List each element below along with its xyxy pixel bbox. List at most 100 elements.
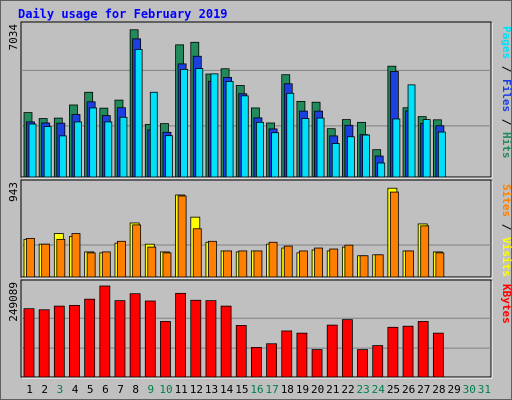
bar-kbytes-day-24 [372, 345, 384, 378]
day-label-24: 24 [372, 383, 386, 396]
bar-pages-day-9 [149, 91, 158, 178]
day-label-15: 15 [235, 383, 248, 396]
bar-kbytes-day-17 [266, 343, 277, 378]
bar-sites-day-25 [389, 191, 399, 278]
day-label-29: 29 [447, 383, 460, 396]
day-label-28: 28 [432, 383, 445, 396]
bar-kbytes-day-11 [175, 292, 187, 378]
bar-pages-day-11 [180, 68, 189, 178]
bar-kbytes-day-18 [281, 330, 293, 378]
bar-pages-day-20 [316, 117, 325, 178]
bar-pages-day-28 [437, 131, 446, 178]
day-label-30: 30 [463, 383, 476, 396]
bar-sites-day-27 [420, 225, 430, 278]
bar-sites-day-9 [147, 246, 157, 278]
bar-pages-day-15 [240, 95, 249, 178]
day-label-4: 4 [72, 383, 79, 396]
bar-sites-day-24 [374, 254, 384, 278]
bar-pages-day-13 [210, 73, 219, 178]
bar-sites-day-13 [208, 240, 217, 278]
bar-kbytes-day-26 [402, 325, 414, 378]
bar-kbytes-day-28 [432, 332, 444, 378]
day-label-16: 16 [250, 383, 263, 396]
day-label-31: 31 [478, 383, 491, 396]
legend-entry-2-2: Visits [500, 237, 512, 277]
legend-entry-1-2: Files [500, 79, 512, 112]
bar-sites-day-28 [435, 252, 445, 278]
bar-sites-day-19 [299, 250, 308, 278]
bar-sites-day-12 [192, 228, 202, 278]
bar-sites-day-16 [253, 250, 263, 278]
legend-entry-2-1: / [500, 217, 512, 237]
bar-kbytes-day-8 [129, 293, 141, 378]
bar-sites-day-10 [162, 252, 172, 278]
bar-kbytes-day-27 [417, 321, 429, 378]
bar-kbytes-day-9 [144, 300, 156, 378]
bar-pages-day-16 [256, 121, 264, 178]
day-label-6: 6 [102, 383, 109, 396]
bar-kbytes-day-16 [251, 347, 262, 378]
day-label-12: 12 [190, 383, 203, 396]
panel-1-legend: Pages / Files / Hits [500, 26, 512, 159]
day-label-5: 5 [87, 383, 94, 396]
bar-kbytes-day-7 [114, 300, 126, 378]
bar-kbytes-day-23 [357, 349, 368, 378]
chart-title: Daily usage for February 2019 [18, 7, 228, 21]
bar-sites-day-23 [359, 255, 369, 278]
bar-kbytes-day-14 [220, 305, 232, 378]
day-label-17: 17 [266, 383, 279, 396]
bar-sites-day-26 [405, 250, 414, 278]
bar-kbytes-day-13 [205, 300, 217, 378]
day-label-19: 19 [296, 383, 309, 396]
day-label-13: 13 [205, 383, 218, 396]
bar-pages-day-22 [346, 136, 355, 178]
legend-entry-2-0: Sites [500, 184, 512, 217]
day-label-11: 11 [175, 383, 188, 396]
bar-pages-day-10 [165, 135, 173, 178]
day-label-22: 22 [341, 383, 354, 396]
day-label-14: 14 [220, 383, 234, 396]
legend-entry-1-3: / [500, 112, 512, 132]
bar-pages-day-3 [58, 135, 67, 178]
day-label-3: 3 [57, 383, 64, 396]
bar-sites-day-21 [329, 248, 339, 278]
day-label-8: 8 [132, 383, 139, 396]
bar-sites-day-20 [314, 247, 323, 278]
bar-pages-day-19 [301, 118, 310, 178]
bar-kbytes-day-15 [235, 325, 247, 378]
day-label-21: 21 [326, 383, 339, 396]
bar-kbytes-day-22 [341, 319, 353, 378]
bar-sites-day-5 [86, 252, 96, 278]
bar-kbytes-day-21 [326, 324, 338, 378]
bar-kbytes-day-6 [99, 285, 111, 378]
day-label-18: 18 [281, 383, 294, 396]
bar-pages-day-2 [43, 126, 52, 178]
bar-pages-day-26 [407, 84, 416, 178]
bar-kbytes-day-3 [53, 305, 65, 378]
bar-sites-day-15 [238, 250, 248, 278]
bar-pages-day-5 [89, 107, 98, 178]
bar-pages-day-8 [134, 49, 143, 178]
bar-pages-day-21 [331, 143, 340, 178]
day-label-9: 9 [148, 383, 155, 396]
bar-kbytes-day-20 [311, 349, 323, 378]
day-label-20: 20 [311, 383, 324, 396]
day-label-10: 10 [159, 383, 172, 396]
day-label-25: 25 [387, 383, 400, 396]
bar-pages-day-23 [362, 134, 370, 178]
legend-entry-1-0: Pages [500, 26, 512, 59]
bar-pages-day-24 [377, 162, 386, 178]
bar-sites-day-2 [41, 243, 51, 278]
bar-sites-day-22 [344, 244, 354, 278]
bar-pages-day-1 [28, 123, 37, 178]
legend-entry-1-1: / [500, 59, 512, 79]
bar-sites-day-17 [268, 241, 278, 278]
panel-1-max-label: 7034 [7, 24, 20, 51]
bar-sites-day-4 [71, 233, 81, 278]
bar-pages-day-12 [195, 68, 204, 178]
bar-kbytes-day-12 [190, 299, 202, 378]
bar-sites-day-8 [132, 224, 142, 278]
bar-kbytes-day-2 [38, 309, 50, 378]
bar-kbytes-day-19 [296, 332, 308, 378]
